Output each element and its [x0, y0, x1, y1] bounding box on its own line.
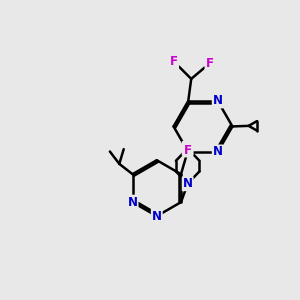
Text: N: N: [152, 210, 162, 223]
Text: F: F: [184, 143, 191, 157]
Text: N: N: [128, 196, 137, 208]
Text: N: N: [183, 177, 193, 190]
Text: N: N: [213, 146, 223, 158]
Text: F: F: [170, 55, 178, 68]
Text: F: F: [206, 57, 214, 70]
Text: N: N: [183, 142, 193, 155]
Text: N: N: [213, 94, 223, 107]
